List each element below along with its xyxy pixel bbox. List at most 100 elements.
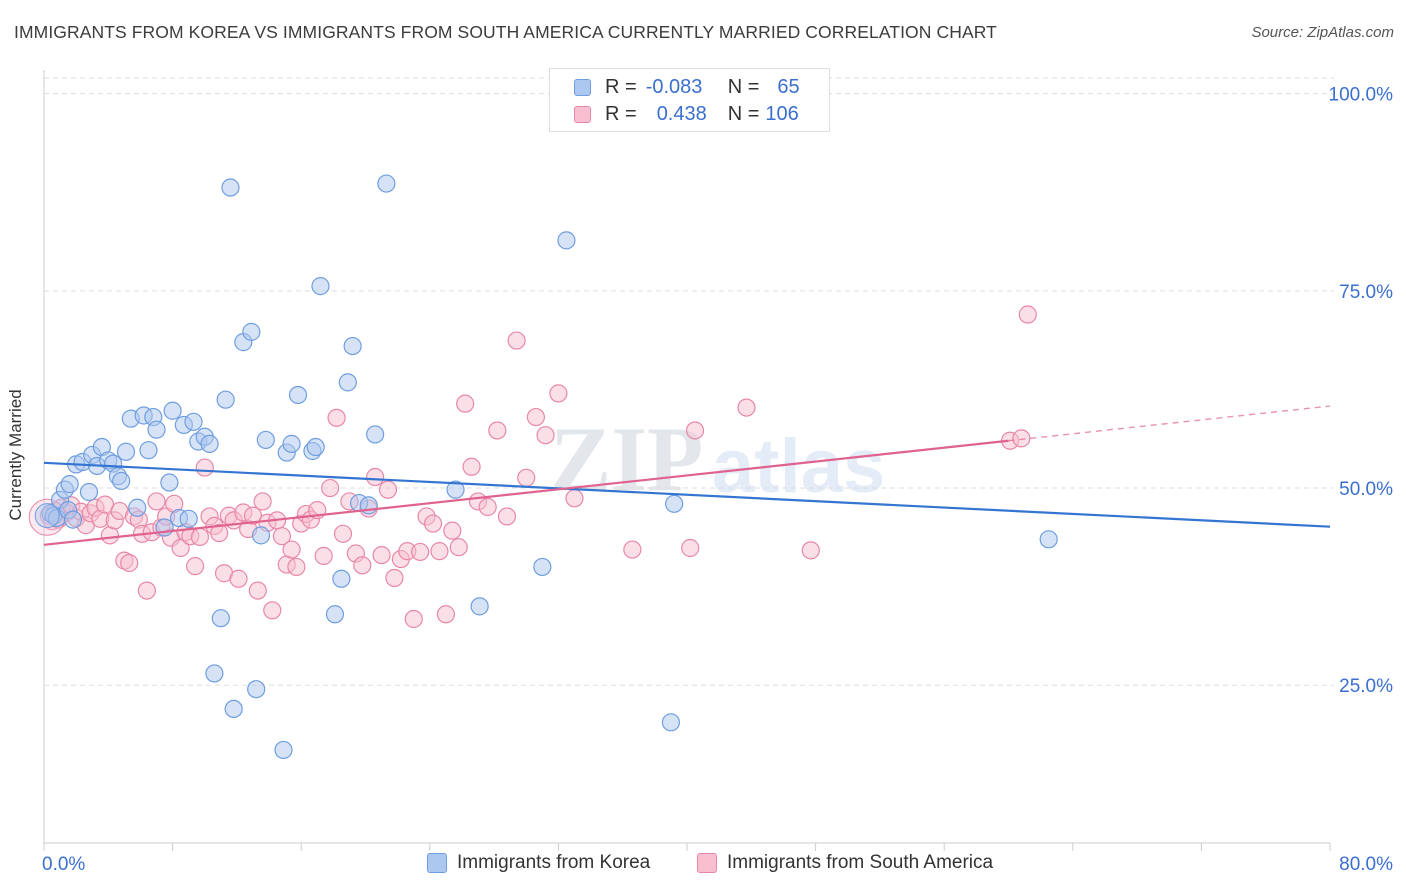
south-america-trend-extension (1008, 405, 1331, 442)
south-america-point (623, 540, 642, 559)
n-label: N = (727, 102, 760, 125)
korea-point (60, 475, 79, 494)
korea-point (147, 420, 166, 439)
korea-point (366, 425, 385, 444)
south-america-point (443, 521, 462, 540)
korea-swatch (427, 853, 447, 873)
source-label: Source: ZipAtlas.com (1251, 24, 1394, 41)
trend-lines (43, 405, 1331, 546)
legend-item-south-america: Immigrants from South America (697, 852, 993, 874)
south-america-point (327, 408, 346, 427)
korea-point (79, 482, 99, 502)
south-america-point (478, 497, 497, 517)
korea-point (116, 442, 136, 461)
south-america-point (248, 581, 267, 600)
south-america-point (507, 331, 526, 350)
south-america-point (100, 526, 120, 545)
south-america-point (549, 384, 568, 403)
korea-swatch (574, 78, 591, 96)
south-america-point (287, 557, 306, 577)
south-america-point (210, 523, 229, 543)
south-america-point (190, 527, 210, 547)
south-america-point (536, 426, 555, 445)
korea-point (533, 557, 552, 577)
legend-item-korea: Immigrants from Korea (427, 852, 650, 874)
r-value: 0.438 (656, 102, 707, 125)
korea-point (557, 231, 576, 250)
south-america-point (430, 542, 449, 561)
korea-point (377, 174, 396, 193)
korea-point (661, 713, 681, 732)
south-america-point (737, 398, 756, 417)
korea-point (306, 437, 325, 457)
grid (44, 77, 1334, 686)
south-america-point (366, 467, 385, 487)
axes (43, 70, 1331, 851)
korea-point (184, 412, 203, 431)
chart-title: IMMIGRANTS FROM KOREA VS IMMIGRANTS FROM… (14, 22, 997, 42)
n-value: 106 (765, 102, 799, 125)
r-value: -0.083 (645, 75, 703, 98)
south-america-point (449, 538, 468, 557)
r-label: R = (605, 75, 637, 98)
legend-label-south-america: Immigrants from South America (727, 852, 994, 873)
south-america-point (253, 492, 272, 511)
south-america-point (378, 480, 398, 499)
south-america-point (385, 568, 404, 588)
korea-point (274, 740, 293, 760)
south-america-point (411, 542, 430, 562)
south-america-swatch (574, 105, 591, 123)
korea-point (179, 509, 198, 528)
korea-point (665, 494, 684, 513)
south-america-point (681, 538, 700, 558)
south-america-point (801, 541, 820, 560)
south-america-point (1012, 429, 1031, 448)
korea-point (332, 569, 351, 588)
south-america-point (353, 556, 372, 575)
correlation-legend: R = -0.083 N = 65 R = 0.438 N = 106 (549, 68, 830, 132)
korea-point (446, 480, 465, 499)
legend-label-korea: Immigrants from Korea (457, 852, 651, 873)
south-america-point (229, 569, 248, 588)
korea-point (242, 322, 261, 341)
korea-point (216, 390, 235, 409)
legend-row-south-america: R = 0.438 N = 106 (574, 101, 799, 127)
south-america-point (517, 468, 536, 487)
south-america-point (186, 557, 205, 576)
korea-trend-line (43, 461, 1331, 528)
n-value: 65 (777, 75, 800, 98)
legend-row-korea: R = -0.083 N = 65 (574, 74, 800, 100)
korea-point (288, 385, 308, 405)
x-tick-label: 0.0% (42, 854, 85, 875)
south-america-point (497, 507, 517, 526)
south-america-point (272, 527, 292, 546)
x-tick-label: 80.0% (1339, 854, 1393, 875)
y-tick-label: 25.0% (1339, 676, 1393, 697)
south-america-swatch (697, 853, 717, 873)
watermark-atlas: atlas (712, 424, 885, 509)
south-america-point (462, 457, 481, 476)
korea-point (112, 471, 131, 491)
south-america-point (282, 540, 301, 559)
series-legend: Immigrants from Korea Immigrants from So… (0, 852, 1406, 878)
korea-point (139, 441, 158, 460)
south-america-point (243, 506, 263, 525)
y-tick-label: 75.0% (1339, 282, 1393, 303)
series-korea (34, 174, 1058, 760)
south-america-point (685, 421, 705, 440)
korea-point (221, 178, 240, 197)
tick-labels: 25.0% 50.0% 75.0% 100.0% 0.0% 80.0% (42, 85, 1393, 875)
south-america-point (321, 478, 340, 498)
south-america-point (404, 609, 423, 629)
south-america-point (314, 546, 333, 565)
korea-point (1039, 530, 1058, 549)
korea-point (311, 277, 330, 296)
r-label: R = (605, 102, 637, 125)
korea-point (338, 373, 357, 392)
korea-point (256, 430, 275, 450)
n-label: N = (727, 75, 760, 98)
y-tick-label: 100.0% (1329, 85, 1394, 106)
korea-point (163, 401, 182, 420)
korea-cluster-point (34, 503, 60, 529)
